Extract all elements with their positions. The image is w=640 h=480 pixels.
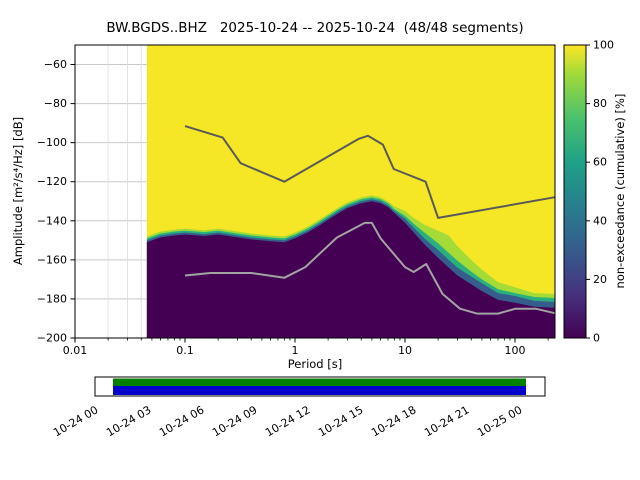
- date-tick-label: 10-24 09: [210, 403, 259, 439]
- x-tick-label: 1: [292, 344, 299, 357]
- x-tick-label: 0.1: [176, 344, 194, 357]
- date-tick-label: 10-25 00: [475, 403, 524, 439]
- colorbar-tick-label: 20: [593, 273, 607, 286]
- y-tick-label: −100: [37, 136, 67, 149]
- colorbar-gradient: [564, 45, 586, 338]
- y-tick-label: −120: [37, 175, 67, 188]
- colorbar-tick-label: 60: [593, 156, 607, 169]
- date-tick-label: 10-24 12: [263, 403, 312, 439]
- y-tick-label: −200: [37, 332, 67, 345]
- date-tick-label: 10-24 00: [51, 403, 100, 439]
- date-tick-label: 10-24 15: [316, 403, 365, 439]
- plot-title: BW.BGDS..BHZ 2025-10-24 -- 2025-10-24 (4…: [106, 20, 524, 36]
- date-tick-label: 10-24 03: [104, 403, 153, 439]
- x-tick-label: 0.01: [63, 344, 88, 357]
- colorbar-tick-label: 0: [593, 332, 600, 345]
- date-tick-label: 10-24 18: [369, 403, 418, 439]
- x-axis-label: Period [s]: [287, 357, 343, 371]
- date-tick-label: 10-24 21: [422, 403, 471, 439]
- x-tick-label: 10: [398, 344, 412, 357]
- x-tick-label: 100: [505, 344, 526, 357]
- coverage-bar-green: [113, 378, 526, 386]
- coverage-bar-blue: [113, 386, 526, 395]
- colorbar-tick-label: 80: [593, 97, 607, 110]
- axes-frame: [74, 44, 556, 339]
- y-tick-label: −160: [37, 253, 67, 266]
- colorbar-frame: [563, 44, 587, 339]
- nhnm-line: [184, 125, 556, 219]
- date-tick-label: 10-24 06: [157, 403, 206, 439]
- y-tick-label: −60: [44, 58, 67, 71]
- colorbar-tick-label: 100: [593, 39, 614, 52]
- y-tick-label: −180: [37, 292, 67, 305]
- y-tick-label: −140: [37, 214, 67, 227]
- y-tick-label: −80: [44, 97, 67, 110]
- nlnm-line: [184, 221, 556, 315]
- colorbar-tick-label: 40: [593, 214, 607, 227]
